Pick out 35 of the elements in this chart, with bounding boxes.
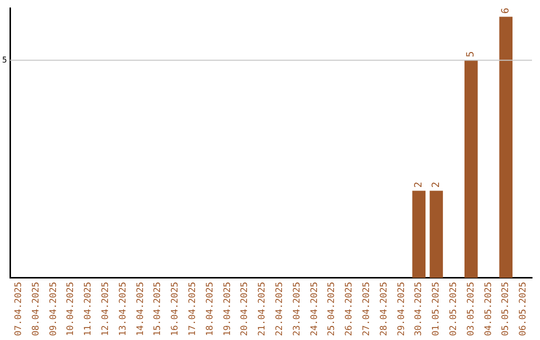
data-label: 2 [413, 182, 424, 188]
x-tick-label: 03.05.2025 [466, 282, 476, 336]
x-tick-label: 29.04.2025 [396, 282, 407, 336]
x-tick-label: 19.04.2025 [222, 282, 233, 336]
x-tick-label: 24.04.2025 [310, 282, 320, 336]
x-tick-label: 10.04.2025 [66, 282, 76, 336]
x-tick-label: 21.04.2025 [258, 282, 268, 336]
x-tick-label: 17.04.2025 [188, 282, 198, 336]
x-tick-label: 30.04.2025 [414, 282, 424, 336]
x-tick-label: 11.04.2025 [84, 282, 94, 336]
x-tick-label: 04.05.2025 [484, 282, 494, 336]
x-tick-label: 20.04.2025 [240, 282, 250, 336]
data-label: 2 [430, 182, 442, 188]
x-tick-label: 16.04.2025 [170, 282, 181, 336]
x-tick-label: 25.04.2025 [327, 282, 338, 336]
x-tick-label: 23.04.2025 [292, 282, 302, 336]
x-tick-label: 09.04.2025 [48, 282, 59, 336]
x-tick-label: 12.04.2025 [101, 282, 112, 336]
x-tick-label: 15.04.2025 [153, 282, 164, 336]
data-label: 5 [466, 51, 477, 58]
x-tick-label: 07.04.2025 [14, 282, 24, 336]
x-tick-label: 18.04.2025 [205, 282, 216, 336]
x-tick-label: 08.04.2025 [31, 282, 42, 336]
data-label: 6 [500, 8, 512, 14]
x-tick-label: 05.05.2025 [501, 282, 512, 336]
x-tick-label: 13.04.2025 [118, 282, 128, 336]
x-tick-label: 28.04.2025 [379, 282, 390, 336]
x-tick-label: 26.04.2025 [344, 282, 355, 336]
x-tick-label: 06.05.2025 [518, 282, 529, 336]
ref-line-label: 5 [2, 55, 8, 64]
x-tick-label: 02.05.2025 [449, 282, 460, 336]
x-tick-label: 27.04.2025 [362, 282, 372, 336]
x-tick-label: 01.05.2025 [432, 282, 442, 336]
x-tick-label: 22.04.2025 [275, 282, 286, 336]
x-tick-label: 14.04.2025 [136, 282, 146, 336]
